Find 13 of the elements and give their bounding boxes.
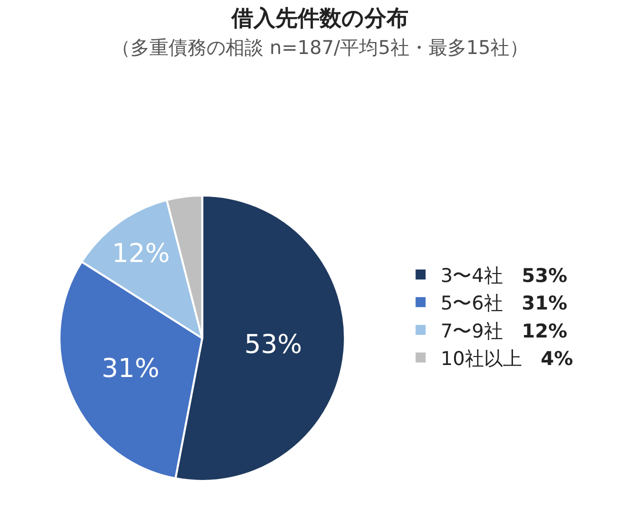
data-label: 4% — [540, 348, 574, 370]
text: 31% — [522, 292, 568, 315]
legend-label: 10社以上 — [440, 348, 522, 370]
chart-subtitle: （多重債務の相談 n=187/平均5社・最多15社） — [112, 36, 528, 59]
legend-label: 5〜6社 — [440, 292, 503, 315]
text: 12% — [522, 320, 568, 342]
legend-label: 3〜4社 — [440, 264, 503, 287]
data-label: 31% — [102, 354, 160, 384]
chart-title: 借入先件数の分布 — [230, 6, 408, 32]
legend-label: 7〜9社 — [440, 320, 503, 342]
text: 53% — [522, 264, 568, 287]
data-label: 53% — [244, 330, 302, 360]
data-label: 12% — [112, 238, 170, 269]
